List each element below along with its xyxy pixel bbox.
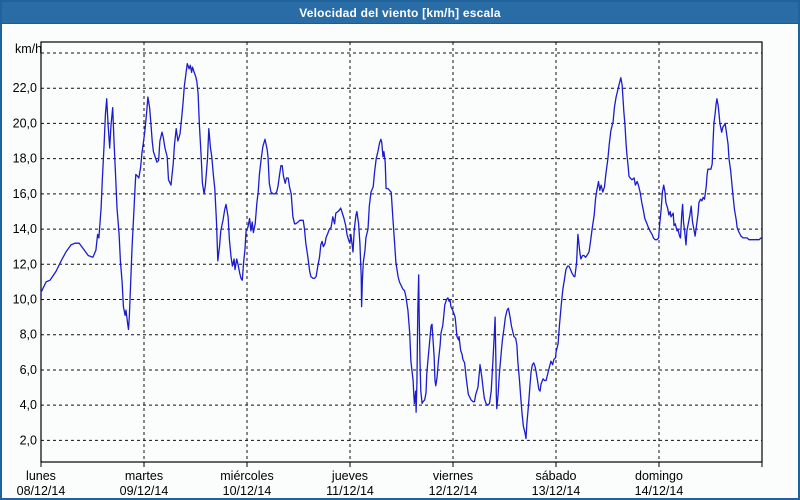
y-tick-label: 12,0 (13, 257, 37, 271)
x-date-label: 11/12/14 (326, 484, 374, 498)
y-tick-label: 6,0 (20, 363, 37, 377)
wind-speed-line (40, 62, 762, 440)
x-day-label: martes (125, 469, 163, 483)
window-title: Velocidad del viento [km/h] escala (299, 5, 501, 20)
x-day-label: viernes (433, 469, 473, 483)
y-axis-unit-label: km/h (15, 42, 42, 56)
y-tick-label: 22,0 (13, 81, 37, 95)
y-tick-label: 2,0 (20, 433, 37, 447)
x-day-label: lunes (26, 469, 56, 483)
x-date-label: 09/12/14 (120, 484, 169, 498)
y-tick-label: 8,0 (20, 328, 37, 342)
y-tick-label: 16,0 (13, 187, 37, 201)
x-day-label: sábado (535, 469, 576, 483)
x-date-label: 14/12/14 (635, 484, 684, 498)
x-date-label: 10/12/14 (223, 484, 272, 498)
x-day-label: miércoles (220, 469, 274, 483)
x-date-label: 08/12/14 (17, 484, 66, 498)
y-tick-label: 14,0 (13, 222, 37, 236)
x-day-label: domingo (635, 469, 683, 483)
y-tick-label: 20,0 (13, 116, 37, 130)
x-date-label: 12/12/14 (429, 484, 478, 498)
y-tick-label: 10,0 (13, 293, 37, 307)
plot-border (40, 41, 763, 463)
x-date-label: 13/12/14 (532, 484, 581, 498)
y-tick-label: 4,0 (20, 398, 37, 412)
title-bar: Velocidad del viento [km/h] escala (2, 2, 798, 24)
x-day-label: jueves (331, 469, 368, 483)
y-tick-label: 18,0 (13, 152, 37, 166)
